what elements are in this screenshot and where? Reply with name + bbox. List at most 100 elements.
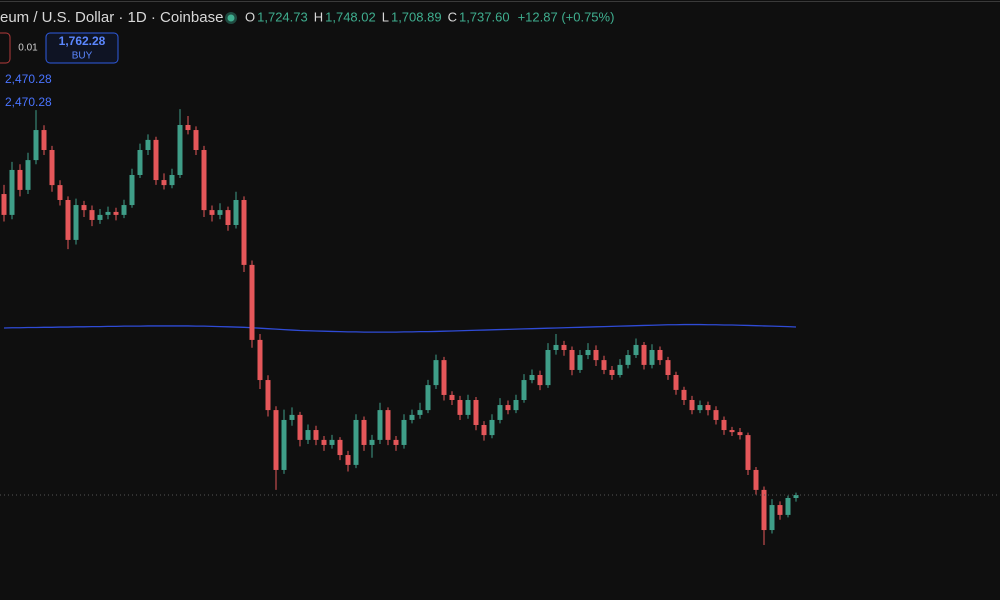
candle-body [401, 419, 407, 445]
candle-body [185, 125, 191, 131]
candle-body [465, 400, 471, 415]
status-dot [227, 14, 235, 22]
candle-body [233, 200, 239, 225]
candle-body [121, 205, 127, 215]
candle-body [361, 419, 367, 445]
candle-body [705, 405, 711, 411]
candle-body [49, 150, 55, 186]
candle-body [593, 350, 599, 361]
candle-body [241, 200, 247, 265]
indicator-value: 2,470.28 [5, 95, 52, 109]
candle-body [97, 214, 103, 220]
candle-body [561, 344, 567, 350]
candle-body [353, 419, 359, 465]
candle-body [737, 432, 743, 436]
candle-body [729, 430, 735, 433]
candle-body [513, 400, 519, 411]
candle-body [177, 125, 183, 175]
candle-body [129, 175, 135, 206]
candle-body [521, 380, 527, 400]
candle-body [281, 419, 287, 470]
candle-body [385, 410, 391, 440]
candle-body [769, 505, 775, 531]
candle-body [433, 360, 439, 386]
candle-body [369, 439, 375, 445]
candle-body [793, 495, 799, 498]
candle-body [1, 194, 7, 215]
candle-body [785, 497, 791, 515]
candle-body [633, 344, 639, 356]
candle-body [65, 200, 71, 240]
candle-body [305, 430, 311, 440]
buy-button[interactable] [45, 32, 119, 64]
candle-body [761, 489, 767, 531]
candle-body [25, 160, 31, 190]
buy-label: BUY [72, 51, 93, 62]
candle-body [665, 360, 671, 375]
sell-button[interactable] [0, 32, 11, 64]
candle-body [113, 211, 119, 215]
candle-body [529, 375, 535, 381]
candle-body [393, 439, 399, 445]
candle-body [617, 364, 623, 375]
candle-body [689, 400, 695, 411]
candle-body [145, 139, 151, 150]
ohlc-legend: O 1,724.73 H 1,748.02 L 1,708.89 C 1,737.60 [245, 9, 510, 24]
candle-body [481, 425, 487, 436]
candle-body [681, 389, 687, 400]
candle-body [169, 175, 175, 186]
ohlc-key: L [382, 9, 389, 24]
candle-body [217, 210, 223, 215]
buy-price: 1,762.28 [59, 34, 106, 48]
candle-body [601, 360, 607, 370]
ohlc-value: 1,737.60 [459, 9, 510, 24]
candle-body [417, 410, 423, 415]
candle-body [745, 435, 751, 470]
candle-body [425, 385, 431, 411]
candle-body [105, 211, 111, 215]
candle-body [697, 405, 703, 411]
candle-body [713, 410, 719, 420]
candle-body [17, 169, 23, 190]
candle-body [257, 339, 263, 381]
symbol-title: eum / U.S. Dollar · 1D · Coinbase [0, 9, 223, 26]
candle-body [441, 360, 447, 395]
candle-body [609, 369, 615, 375]
candle-body [753, 469, 759, 490]
candle-body [201, 150, 207, 211]
candle-body [249, 264, 255, 340]
candle-body [673, 375, 679, 390]
indicator-value: 2,470.28 [5, 72, 52, 86]
candle-body [297, 414, 303, 440]
ohlc-value: 1,724.73 [257, 9, 308, 24]
candle-body [265, 380, 271, 411]
candle-body [641, 344, 647, 365]
candle-body [41, 130, 47, 150]
candle-body [193, 130, 199, 150]
ohlc-value: 1,708.89 [391, 9, 442, 24]
candle-body [505, 405, 511, 411]
candle-body [153, 139, 159, 181]
quantity: 0.01 [18, 43, 38, 54]
candle-body [489, 419, 495, 436]
ohlc-value: 1,748.02 [325, 9, 376, 24]
candle-body [321, 439, 327, 445]
candle-body [57, 185, 63, 200]
candle-body [545, 350, 551, 386]
candle-body [553, 344, 559, 350]
candle-body [625, 355, 631, 365]
candle-body [377, 410, 383, 440]
candle-body [537, 375, 543, 386]
plot [0, 109, 1000, 545]
candle-body [409, 414, 415, 420]
candle-body [569, 350, 575, 370]
candle-body [657, 350, 663, 361]
candle-body [209, 210, 215, 215]
ohlc-key: C [448, 9, 457, 24]
ohlc-key: O [245, 9, 255, 24]
candle-body [33, 130, 39, 161]
candle-body [777, 505, 783, 515]
